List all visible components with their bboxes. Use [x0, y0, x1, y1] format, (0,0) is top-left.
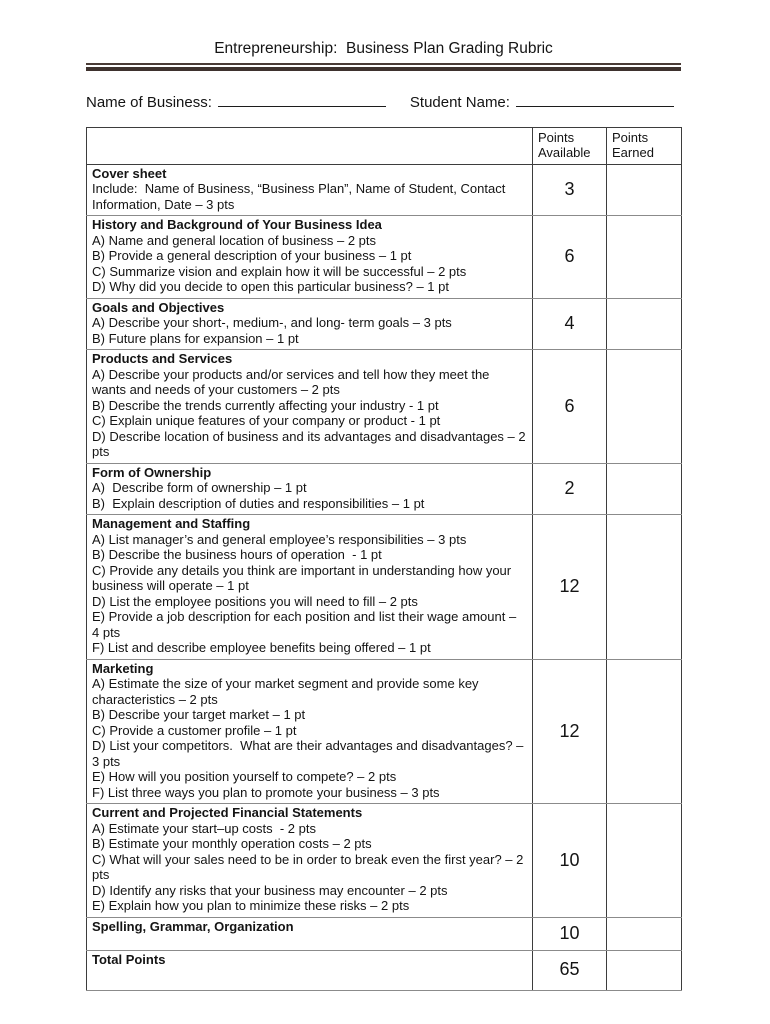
- points-available-cell: 2: [532, 462, 607, 515]
- points-earned-cell: [606, 297, 682, 350]
- points-earned-cell: [606, 949, 682, 991]
- row-item: D) List your competitors. What are their…: [92, 738, 528, 769]
- points-earned-cell: [606, 916, 682, 951]
- document-title: Entrepreneurship: Business Plan Grading …: [214, 40, 553, 57]
- points-available-cell: 10: [532, 916, 607, 951]
- points-earned-cell: [606, 349, 682, 464]
- name-fields-row: Name of Business: Student Name:: [86, 93, 681, 111]
- row-item: C) Provide any details you think are imp…: [92, 562, 515, 594]
- points-earned-header: Points Earned: [606, 127, 682, 165]
- row-title: Current and Projected Financial Statemen…: [92, 805, 363, 820]
- row-item: E) How will you position yourself to com…: [92, 769, 397, 784]
- title-rule-thick: [86, 66, 681, 71]
- row-item: D) List the employee positions you will …: [92, 593, 418, 609]
- table-row: Management and Staffing A) List manager’…: [86, 514, 682, 660]
- row-item: E) Explain how you plan to minimize thes…: [92, 898, 410, 913]
- row-item: D) Identify any risks that your business…: [92, 882, 448, 898]
- row-item: B) Provide a general description of your…: [92, 248, 412, 263]
- table-row: Current and Projected Financial Statemen…: [86, 803, 682, 918]
- points-available-cell: 6: [532, 349, 607, 464]
- table-row: History and Background of Your Business …: [86, 215, 682, 299]
- row-description-cell: Spelling, Grammar, Organization: [86, 916, 533, 951]
- points-earned-cell: [606, 462, 682, 515]
- row-item: A) Describe form of ownership – 1 pt: [92, 480, 307, 495]
- business-name-label: Name of Business:: [86, 93, 212, 111]
- table-row: Total Points 65: [86, 949, 682, 991]
- row-item: C) Provide a customer profile – 1 pt: [92, 722, 297, 738]
- points-available-cell: 6: [532, 215, 607, 299]
- row-description-cell: History and Background of Your Business …: [86, 215, 533, 299]
- row-description-cell: Management and Staffing A) List manager’…: [86, 514, 533, 660]
- table-row: Goals and Objectives A) Describe your sh…: [86, 297, 682, 350]
- row-description-cell: Current and Projected Financial Statemen…: [86, 803, 533, 918]
- row-item: A) Describe your short-, medium-, and lo…: [92, 315, 452, 330]
- points-available-cell: 65: [532, 949, 607, 991]
- row-title: Goals and Objectives: [92, 299, 225, 315]
- table-row: Form of Ownership A) Describe form of ow…: [86, 462, 682, 515]
- row-title: Form of Ownership: [92, 464, 212, 480]
- row-item: F) List three ways you plan to promote y…: [92, 784, 440, 800]
- table-row: Products and Services A) Describe your p…: [86, 349, 682, 464]
- row-item: E) Provide a job description for each po…: [92, 609, 520, 640]
- row-item: B) Explain description of duties and res…: [92, 495, 425, 511]
- points-available-cell: 10: [532, 803, 607, 918]
- points-available-cell: 12: [532, 658, 607, 804]
- points-available-cell: 4: [532, 297, 607, 350]
- row-description-cell: Cover sheet Include: Name of Business, “…: [86, 163, 533, 216]
- row-item: B) Describe the trends currently affecti…: [92, 397, 439, 413]
- row-title: Marketing: [92, 660, 154, 676]
- points-earned-cell: [606, 163, 682, 216]
- row-item: C) Summarize vision and explain how it w…: [92, 263, 467, 279]
- row-item: D) Why did you decide to open this parti…: [92, 279, 449, 294]
- business-name-blank: [217, 93, 386, 107]
- row-item: A) List manager’s and general employee’s…: [92, 531, 467, 547]
- points-available-cell: 12: [532, 514, 607, 660]
- description-header-cell: [86, 127, 533, 165]
- table-row: Cover sheet Include: Name of Business, “…: [86, 163, 682, 216]
- row-item: A) Name and general location of business…: [92, 232, 377, 248]
- row-title: Cover sheet: [92, 165, 167, 181]
- row-item: C) What will your sales need to be in or…: [92, 851, 528, 883]
- table-row: Spelling, Grammar, Organization 10: [86, 916, 682, 951]
- row-title: Management and Staffing: [92, 516, 251, 531]
- row-title: Spelling, Grammar, Organization: [92, 918, 294, 934]
- row-description-cell: Form of Ownership A) Describe form of ow…: [86, 462, 533, 515]
- row-item: B) Future plans for expansion – 1 pt: [92, 330, 299, 346]
- row-description-cell: Goals and Objectives A) Describe your sh…: [86, 297, 533, 350]
- row-item: Include: Name of Business, “Business Pla…: [92, 181, 509, 212]
- points-available-header: Points Available: [532, 127, 607, 165]
- row-description-cell: Products and Services A) Describe your p…: [86, 349, 533, 464]
- student-name-blank: [515, 93, 674, 107]
- points-earned-cell: [606, 803, 682, 918]
- row-item: B) Describe your target market – 1 pt: [92, 707, 306, 722]
- row-item: F) List and describe employee benefits b…: [92, 640, 431, 655]
- row-item: A) Estimate the size of your market segm…: [92, 676, 483, 707]
- row-description-cell: Marketing A) Estimate the size of your m…: [86, 658, 533, 804]
- row-item: D) Describe location of business and its…: [92, 428, 530, 460]
- row-item: A) Estimate your start–up costs - 2 pts: [92, 820, 316, 836]
- row-title: History and Background of Your Business …: [92, 217, 382, 232]
- student-name-label: Student Name:: [409, 93, 510, 111]
- row-title: Products and Services: [92, 351, 233, 366]
- table-row: Marketing A) Estimate the size of your m…: [86, 658, 682, 804]
- rubric-table: Points Available Points Earned Cover she…: [86, 126, 682, 991]
- row-description-cell: Total Points: [86, 949, 533, 991]
- table-header-row: Points Available Points Earned: [86, 127, 682, 165]
- points-earned-cell: [606, 514, 682, 660]
- points-available-cell: 3: [532, 163, 607, 216]
- rubric-table-body: Cover sheet Include: Name of Business, “…: [86, 163, 682, 991]
- row-item: B) Estimate your monthly operation costs…: [92, 836, 372, 851]
- points-earned-cell: [606, 215, 682, 299]
- row-title: Total Points: [92, 951, 166, 967]
- row-item: C) Explain unique features of your compa…: [92, 413, 441, 428]
- row-item: A) Describe your products and/or service…: [92, 366, 494, 398]
- points-earned-cell: [606, 658, 682, 804]
- title-rule-thin: [86, 63, 681, 65]
- row-item: B) Describe the business hours of operat…: [92, 547, 382, 562]
